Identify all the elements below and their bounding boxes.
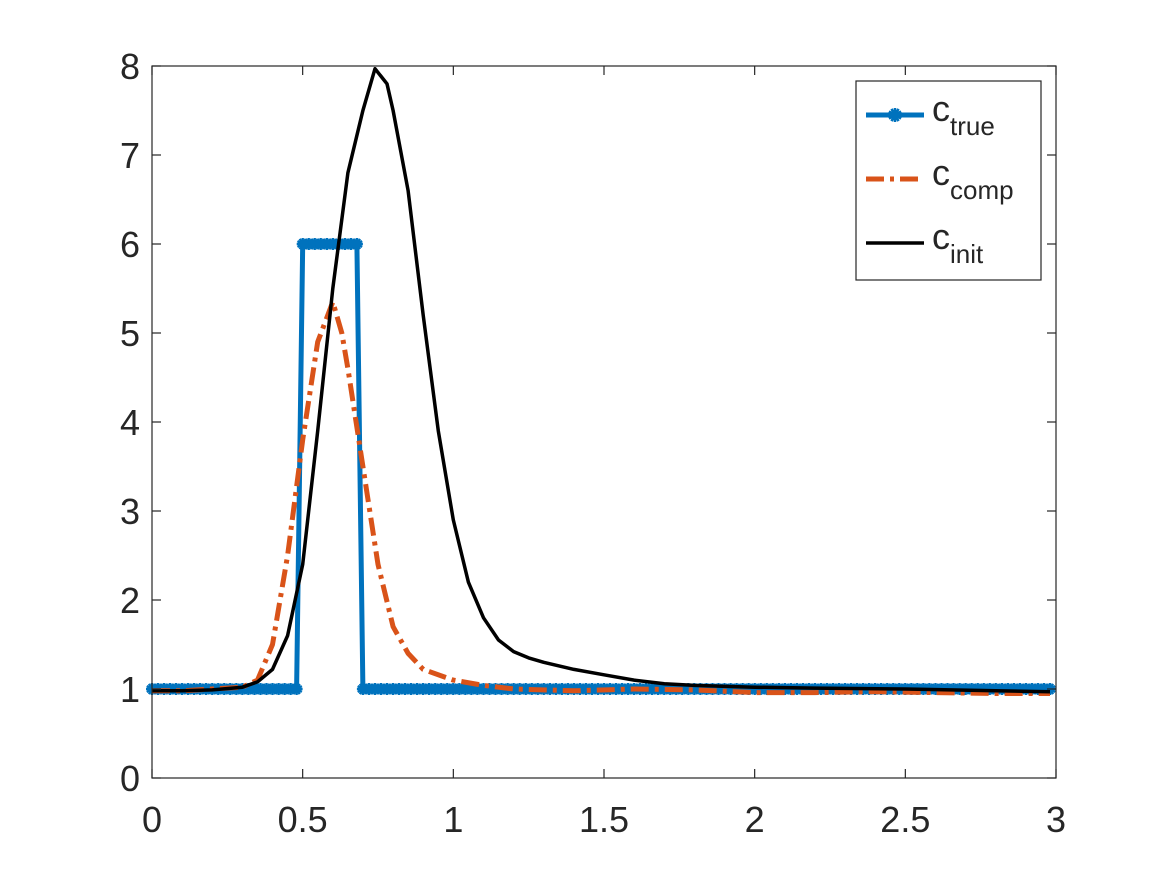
series-line-c-comp — [152, 299, 1050, 696]
series-marker-c-true — [989, 683, 1002, 695]
y-tick-label: 4 — [120, 402, 140, 443]
legend-label-subscript: true — [950, 111, 995, 141]
legend-label-subscript: comp — [950, 175, 1014, 205]
series-marker-c-true — [405, 683, 418, 695]
series-marker-c-true — [176, 683, 189, 695]
x-tick-label: 3 — [1046, 799, 1066, 840]
series-marker-c-true — [447, 683, 460, 695]
y-tick-label: 1 — [120, 669, 140, 710]
legend-label-main: c — [932, 152, 950, 193]
ticks-layer: 0 0.5 1 1.5 2 2.5 3 0 1 2 3 4 5 6 7 8 — [120, 46, 1066, 840]
series-line-c-init — [152, 66, 1051, 694]
series-marker-c-true — [381, 683, 393, 695]
y-tick-label: 3 — [120, 491, 140, 532]
x-tick-label: 1 — [443, 799, 463, 840]
series-marker-c-true — [290, 683, 303, 695]
series-marker-c-true — [1037, 683, 1050, 695]
series-line-c-true — [152, 241, 1050, 692]
legend-label-subscript: init — [950, 239, 984, 269]
y-tick-label: 8 — [120, 46, 140, 87]
legend-label-c-init: cinit — [932, 216, 984, 269]
legend-label-main: c — [932, 216, 950, 257]
x-tick-label: 2.5 — [880, 799, 930, 840]
series-marker-c-true — [1013, 683, 1026, 695]
x-tick-label: 0.5 — [278, 799, 328, 840]
series-layer — [146, 66, 1056, 696]
legend-marker-c-true — [888, 108, 902, 122]
x-tick-label: 2 — [745, 799, 765, 840]
series-marker-c-true — [266, 683, 279, 695]
y-tick-label: 6 — [120, 224, 140, 265]
series-marker-c-true — [242, 683, 255, 695]
series-marker-c-true — [314, 238, 327, 250]
legend-label-c-true: ctrue — [932, 88, 995, 141]
legend-label-c-comp: ccomp — [932, 152, 1014, 205]
series-marker-c-true — [742, 683, 755, 695]
y-tick-label: 0 — [120, 758, 140, 799]
series-marker-c-true — [585, 683, 598, 695]
legend-label-main: c — [932, 88, 950, 129]
y-tick-label: 2 — [120, 580, 140, 621]
x-tick-label: 0 — [142, 799, 162, 840]
y-tick-label: 7 — [120, 135, 140, 176]
series-marker-c-true — [356, 683, 369, 695]
x-tick-label: 1.5 — [579, 799, 629, 840]
series-marker-c-true — [423, 683, 436, 695]
y-tick-label: 5 — [120, 313, 140, 354]
series-marker-c-true — [471, 683, 484, 695]
series-marker-c-true — [350, 238, 363, 250]
